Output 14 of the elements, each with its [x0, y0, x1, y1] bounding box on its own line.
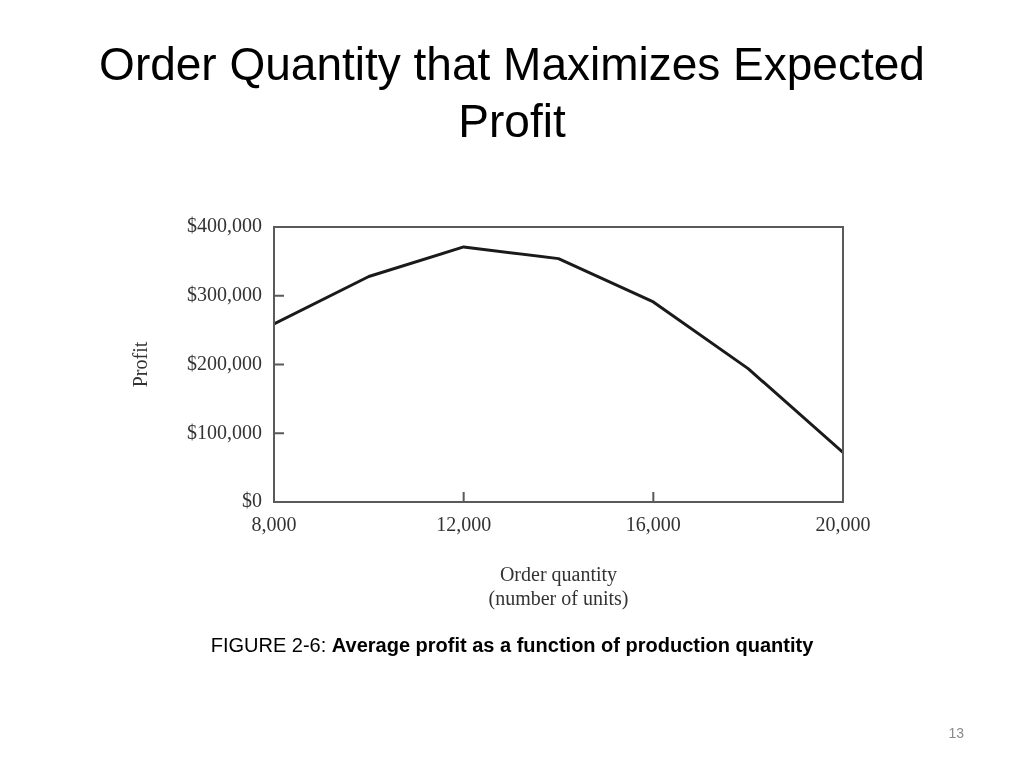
y-tick-label: $200,000: [187, 351, 262, 374]
text: 13: [948, 725, 964, 741]
x-tick-label: 8,000: [251, 513, 297, 536]
x-tick-label: 16,000: [625, 513, 681, 536]
x-axis-title: Order quantity (number of units): [488, 563, 629, 611]
chart-title: Order Quantity that Maximizes Expected Profit: [98, 37, 926, 149]
x-tick-label: 20,000: [815, 513, 871, 536]
y-axis-title: Profit: [129, 341, 152, 388]
y-tick-label: $0: [242, 489, 262, 512]
x-tick-label: 12,000: [436, 513, 492, 536]
y-tick-label: $400,000: [187, 214, 262, 237]
caption: FIGURE 2-6: Average profit as a function of production quantity: [209, 634, 815, 657]
y-tick-label: $300,000: [187, 283, 262, 305]
y-tick-label: $100,000: [187, 420, 262, 443]
